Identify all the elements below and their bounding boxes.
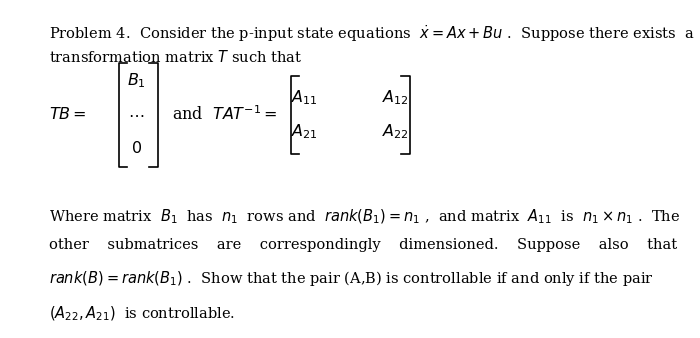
- Text: other    submatrices    are    correspondingly    dimensioned.    Suppose    als: other submatrices are correspondingly di…: [49, 238, 677, 252]
- Text: $(A_{22}, A_{21})$  is controllable.: $(A_{22}, A_{21})$ is controllable.: [49, 304, 235, 322]
- Text: $\cdots$: $\cdots$: [128, 106, 145, 123]
- Text: $\mathit{rank}(B) = \mathit{rank}(B_1)$ .  Show that the pair (A,B) is controlla: $\mathit{rank}(B) = \mathit{rank}(B_1)$ …: [49, 269, 654, 288]
- Text: Problem 4.  Consider the p-input state equations  $\dot{x} = Ax + Bu$ .  Suppose: Problem 4. Consider the p-input state eq…: [49, 24, 695, 45]
- Text: $A_{11}$: $A_{11}$: [291, 89, 318, 107]
- Text: $A_{22}$: $A_{22}$: [382, 122, 409, 141]
- Text: $B_1$: $B_1$: [127, 72, 146, 91]
- Text: transformation matrix $T$ such that: transformation matrix $T$ such that: [49, 49, 302, 65]
- Text: $TB =$: $TB =$: [49, 106, 87, 123]
- Text: $A_{12}$: $A_{12}$: [382, 89, 409, 107]
- Text: $A_{21}$: $A_{21}$: [291, 122, 318, 141]
- Text: and  $TAT^{-1} =$: and $TAT^{-1} =$: [172, 105, 277, 124]
- Text: Where matrix  $B_1$  has  $n_1$  rows and  $\mathit{rank}(B_1) = n_1$ ,  and mat: Where matrix $B_1$ has $n_1$ rows and $\…: [49, 208, 680, 226]
- Text: $0$: $0$: [131, 140, 142, 157]
